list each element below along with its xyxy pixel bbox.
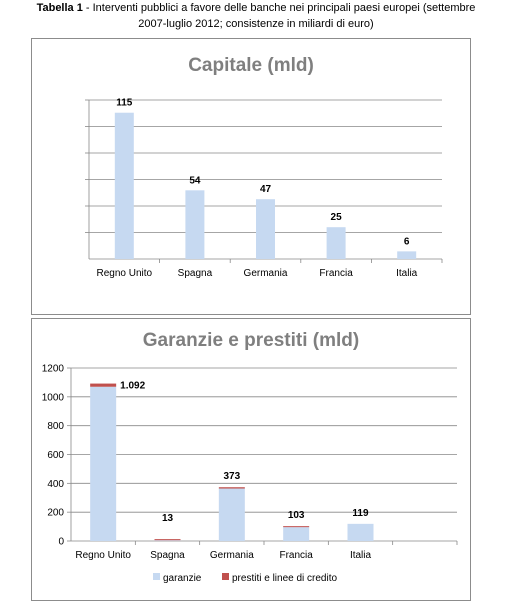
bar-segment-garanzie [347, 523, 374, 541]
x-tick-label: Spagna [178, 268, 213, 279]
bar-segment-prestiti [90, 383, 117, 387]
x-tick-label: Spagna [150, 550, 185, 561]
capitale-chart-panel: Capitale (mld) 115 Regno Unito 54 Spagna 47 Ge… [31, 38, 471, 315]
data-label: 25 [331, 212, 343, 223]
y-tick-label: 200 [47, 508, 64, 519]
bar-segment-garanzie [154, 540, 181, 541]
y-tick-label: 0 [58, 537, 64, 548]
bar-italia [397, 251, 417, 259]
capitale-chart: Capitale (mld) 115 Regno Unito 54 Spagna 47 Ge… [85, 55, 443, 279]
bar-regno-unito [114, 112, 134, 259]
legend-label-garanzie: garanzie [163, 573, 202, 584]
bar-spagna [185, 190, 205, 259]
x-tick-label: Regno Unito [97, 268, 153, 279]
data-label: 13 [162, 513, 174, 524]
bar-germania [256, 199, 275, 259]
x-tick-label: Italia [396, 268, 418, 279]
data-label: 373 [223, 471, 240, 482]
y-tick-label: 400 [47, 479, 64, 490]
chart-title: Capitale (mld) [188, 55, 314, 76]
bar-segment-garanzie [218, 488, 245, 541]
caption-text-line2: 2007-luglio 2012; consistenze in miliard… [138, 18, 374, 30]
x-tick-label: Francia [279, 550, 313, 561]
caption-text-line1: - Interventi pubblici a favore delle ban… [82, 2, 476, 14]
data-label: 6 [404, 236, 410, 247]
x-tick-label: Germania [210, 550, 254, 561]
x-tick-label: Francia [319, 268, 353, 279]
bar-segment-prestiti [283, 526, 310, 528]
legend-label-prestiti: prestiti e linee di credito [232, 573, 337, 584]
data-label: 103 [288, 510, 305, 521]
bar-segment-prestiti [154, 539, 181, 541]
garanzie-prestiti-chart-panel: Garanzie e prestiti (mld) 0 200 400 600 800 10… [31, 318, 471, 601]
bar-segment-garanzie [90, 386, 117, 541]
table-caption: Tabella 1 - Interventi pubblici a favore… [0, 0, 512, 32]
bar-segment-prestiti [218, 487, 245, 489]
y-tick-label: 600 [47, 450, 64, 461]
bar-francia [326, 227, 346, 259]
data-label: 119 [352, 508, 369, 519]
x-tick-label: Germania [244, 268, 288, 279]
caption-label: Tabella 1 [36, 2, 83, 14]
legend-swatch-prestiti [222, 573, 229, 580]
data-label: 47 [260, 184, 272, 195]
y-tick-label: 1200 [42, 364, 65, 375]
data-label: 115 [116, 98, 133, 109]
garanzie-prestiti-chart: Garanzie e prestiti (mld) 0 200 400 600 800 10… [42, 330, 458, 584]
y-tick-label: 800 [47, 421, 64, 432]
y-tick-label: 1000 [42, 392, 65, 403]
legend-swatch-garanzie [153, 573, 160, 580]
data-label: 1.092 [120, 381, 145, 392]
x-tick-label: Italia [350, 550, 372, 561]
bar-segment-garanzie [283, 527, 310, 541]
data-label: 54 [189, 175, 201, 186]
x-tick-label: Regno Unito [75, 550, 131, 561]
chart-title: Garanzie e prestiti (mld) [143, 330, 359, 351]
